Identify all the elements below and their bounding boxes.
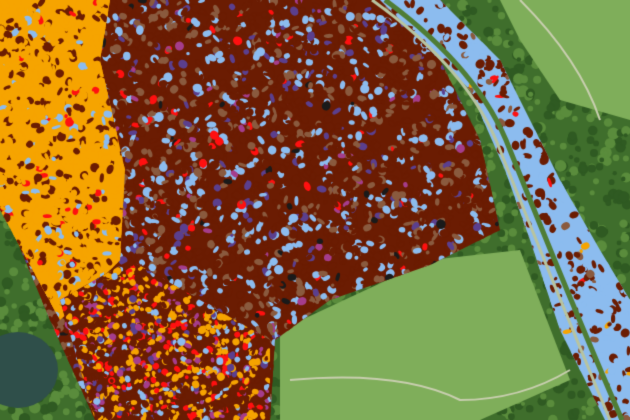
map-canvas [0, 0, 630, 420]
classified-aerial-map [0, 0, 630, 420]
